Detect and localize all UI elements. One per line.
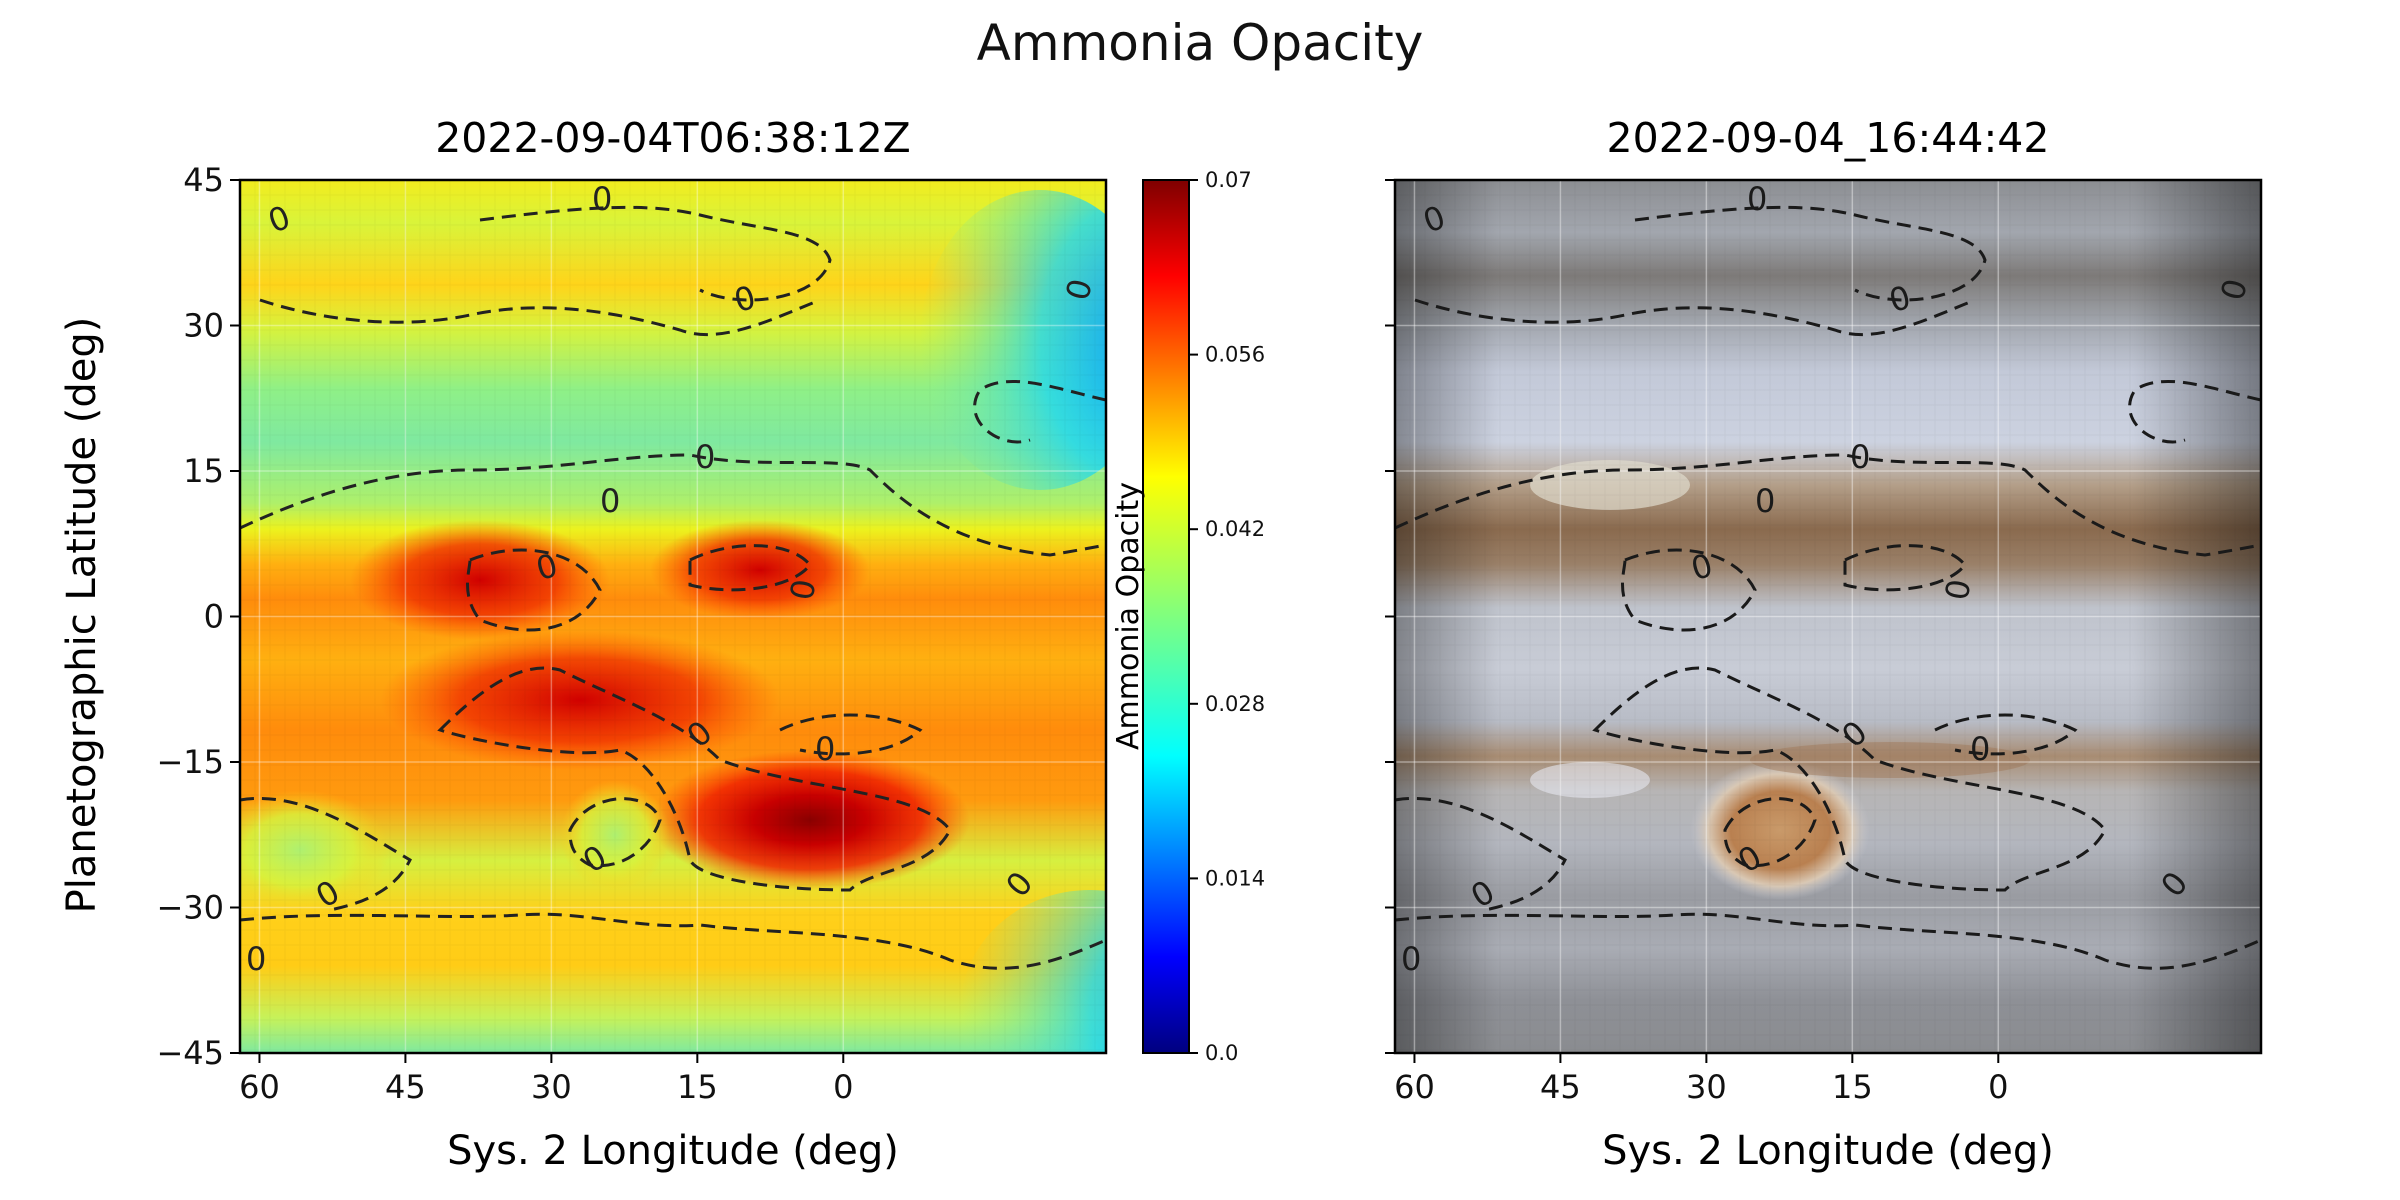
colorbar-label: Ammonia Opacity [1111,482,1146,750]
contour-label: 0 [1401,940,1421,978]
colorbar: 0.07 0.056 0.042 0.028 0.014 0.0 Ammonia Opac… [1111,168,1265,1065]
contour-label: 0 [695,438,715,476]
right-image [1395,180,2261,1053]
right-grid [1395,180,2261,1053]
x-tick-label: 60 [239,1068,280,1106]
y-axis-label: Planetographic Latitude (deg) [59,317,105,914]
right-y-ticks [1385,179,1395,1054]
x-tick-label: 45 [385,1068,426,1106]
x-tick-label: 45 [1540,1068,1581,1106]
right-x-axis: 60 45 30 15 0 [1394,1053,2008,1106]
y-tick-label: −15 [156,743,224,781]
y-tick-label: −45 [156,1034,224,1072]
left-heatmap [240,180,1106,1053]
left-x-axis-label: Sys. 2 Longitude (deg) [447,1128,899,1174]
contour-label: 0 [600,482,620,520]
left-x-axis: 60 45 30 15 0 [239,1053,853,1106]
x-tick-label: 15 [677,1068,718,1106]
contour-label: 0 [1850,438,1870,476]
x-tick-label: 60 [1394,1068,1435,1106]
left-panel-title: 2022-09-04T06:38:12Z [435,114,911,162]
y-tick-label: 30 [183,307,224,345]
left-contours [240,205,1106,970]
x-tick-label: 0 [833,1068,853,1106]
colorbar-tick-label: 0.056 [1205,343,1265,367]
right-panel-title: 2022-09-04_16:44:42 [1607,114,2050,162]
x-tick-label: 0 [1988,1068,2008,1106]
x-tick-label: 30 [531,1068,572,1106]
contour-label: 0 [1747,180,1767,218]
left-panel: 2022-09-04T06:38:12Z [59,114,1108,1174]
left-grid [240,180,1106,1053]
y-tick-label: 0 [204,598,224,636]
contour-label: 0 [246,940,266,978]
contour-label: 0 [1970,730,1990,768]
right-contour-labels: 0 0 0 0 0 0 0 0 0 0 0 0 0 0 [1401,180,2255,978]
colorbar-tick-label: 0.014 [1205,866,1265,890]
y-tick-label: 45 [183,161,224,199]
figure-title: Ammonia Opacity [976,14,1424,72]
colorbar-gradient [1142,179,1190,1054]
colorbar-tick-label: 0.0 [1205,1041,1238,1065]
contour-label: 0 [592,180,612,218]
colorbar-tick-label: 0.07 [1205,168,1252,192]
colorbar-tick-label: 0.042 [1205,517,1265,541]
colorbar-ticks: 0.07 0.056 0.042 0.028 0.014 0.0 [1189,168,1265,1065]
x-tick-label: 15 [1832,1068,1873,1106]
left-y-axis: 45 30 15 0 −15 −30 −45 [156,161,240,1072]
colorbar-tick-label: 0.028 [1205,692,1265,716]
right-panel: 2022-09-04_16:44:42 [1385,114,2263,1174]
x-tick-label: 30 [1686,1068,1727,1106]
y-tick-label: 15 [183,452,224,490]
right-contours [1395,205,2261,970]
contour-label: 0 [1755,482,1775,520]
y-tick-label: −30 [156,889,224,927]
right-x-axis-label: Sys. 2 Longitude (deg) [1602,1128,2054,1174]
contour-label: 0 [815,730,835,768]
